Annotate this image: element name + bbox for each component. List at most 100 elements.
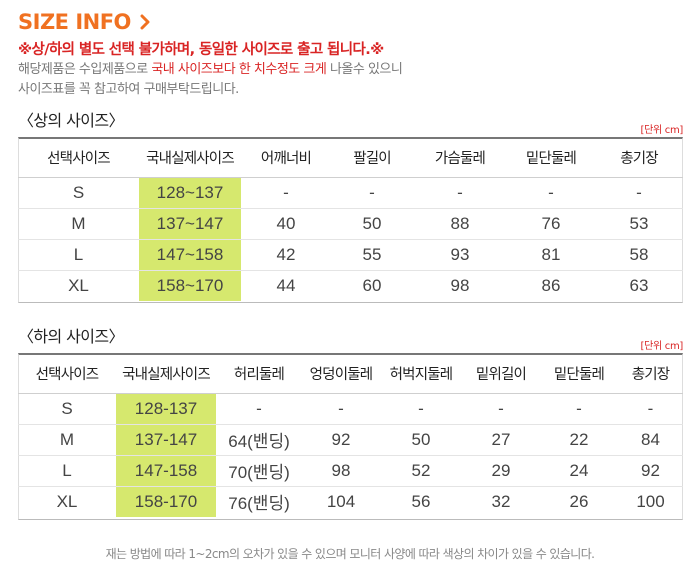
korean-size-cell: 128-137 [116, 393, 216, 425]
table-cell: 53 [595, 208, 683, 240]
bottom-section-title: 〈하의 사이즈〉 [18, 327, 124, 346]
korean-size-cell: 137-147 [116, 424, 216, 456]
table-row: L 147~158 42 55 93 81 58 [18, 239, 683, 271]
size-label: XL [56, 491, 78, 511]
table-cell: 42 [241, 239, 331, 271]
table-cell: 44 [276, 275, 296, 295]
table-cell: 93 [413, 239, 507, 271]
table-cell: 63 [629, 275, 649, 295]
table-cell: - [595, 177, 683, 209]
table-cell: 40 [241, 208, 331, 240]
column-header: 가슴둘레 [413, 139, 507, 178]
table-cell: 98 [450, 275, 470, 295]
table-header-row: 선택사이즈 국내실제사이즈 허리둘레 엉덩이둘레 허벅지둘레 밑위길이 밑단둘레… [18, 355, 683, 394]
table-cell: 52 [380, 455, 462, 487]
size-label: S [18, 177, 139, 209]
table-row: XL 158-170 76(밴딩) 104 56 32 26 100 [18, 486, 683, 517]
table-cell: 29 [462, 455, 540, 487]
table-cell: 27 [462, 424, 540, 456]
column-header: 허리둘레 [216, 355, 302, 394]
column-header: 어깨너비 [241, 139, 331, 178]
korean-size-cell: 147~158 [139, 239, 241, 271]
column-header: 밑위길이 [462, 355, 540, 394]
column-header: 총기장 [618, 355, 683, 394]
table-cell: - [507, 177, 595, 209]
table-cell: 24 [540, 455, 618, 487]
table-cell: 104 [326, 491, 356, 511]
table-row: M 137~147 40 50 88 76 53 [18, 208, 683, 240]
description-text: 나올수 있으니 [326, 62, 403, 77]
notice-text: ※상/하의 별도 선택 불가하며, 동일한 사이즈로 출고 됩니다.※ [18, 42, 384, 58]
description-line-1: 해당제품은 수입제품으로 국내 사이즈보다 한 치수정도 크게 나올수 있으니 [18, 60, 403, 80]
description-line-2: 사이즈표를 꼭 참고하여 구매부탁드립니다. [18, 82, 239, 97]
korean-size-cell: 147-158 [116, 455, 216, 487]
top-unit-label: [단위 cm] [640, 125, 683, 136]
table-row: M 137-147 64(밴딩) 92 50 27 22 84 [18, 424, 683, 456]
bottom-unit-label: [단위 cm] [640, 341, 683, 352]
table-cell: 100 [636, 491, 665, 511]
table-cell: 92 [618, 455, 683, 487]
table-cell: 92 [302, 424, 380, 456]
size-label: S [18, 393, 116, 425]
size-info-title: SIZE INFO [18, 8, 151, 36]
description-text: 해당제품은 수입제품으로 [18, 62, 152, 77]
table-row: S 128~137 - - - - - [18, 177, 683, 209]
bottom-size-table: 선택사이즈 국내실제사이즈 허리둘레 엉덩이둘레 허벅지둘레 밑위길이 밑단둘레… [18, 355, 683, 517]
korean-size-cell: 158~170 [139, 270, 241, 301]
size-label: L [18, 239, 139, 271]
korean-size-cell: 158-170 [116, 486, 216, 517]
table-cell: 88 [413, 208, 507, 240]
table-cell: 76 [507, 208, 595, 240]
table-cell: 55 [331, 239, 413, 271]
size-label: L [18, 455, 116, 487]
column-header: 팔길이 [331, 139, 413, 178]
column-header: 총기장 [595, 139, 683, 178]
column-header: 선택사이즈 [18, 139, 139, 178]
table-cell: 50 [380, 424, 462, 456]
table-cell: 60 [362, 275, 382, 295]
column-header: 밑단둘레 [507, 139, 595, 178]
table-cell: - [540, 393, 618, 425]
table-header-row: 선택사이즈 국내실제사이즈 어깨너비 팔길이 가슴둘레 밑단둘레 총기장 [18, 139, 683, 178]
table-cell: - [216, 393, 302, 425]
size-label: M [18, 208, 139, 240]
table-cell: 86 [541, 275, 561, 295]
table-row: XL 158~170 44 60 98 86 63 [18, 270, 683, 301]
column-header: 허벅지둘레 [380, 355, 462, 394]
top-section-title: 〈상의 사이즈〉 [18, 111, 124, 130]
table-cell: - [618, 393, 683, 425]
table-cell: 56 [411, 491, 431, 511]
table-cell: - [380, 393, 462, 425]
table-cell: - [241, 177, 331, 209]
column-header: 국내실제사이즈 [116, 355, 216, 394]
table-cell: - [413, 177, 507, 209]
table-cell: 76(밴딩) [228, 494, 290, 514]
table-cell: - [462, 393, 540, 425]
title-text: SIZE INFO [18, 10, 131, 34]
table-cell: 50 [331, 208, 413, 240]
column-header: 국내실제사이즈 [139, 139, 241, 178]
size-label: XL [68, 275, 89, 295]
table-cell: 26 [569, 491, 589, 511]
footnote: 재는 방법에 따라 1~2cm의 오차가 있을 수 있으며 모니터 사양에 따라… [105, 547, 595, 561]
top-size-table: 선택사이즈 국내실제사이즈 어깨너비 팔길이 가슴둘레 밑단둘레 총기장 S 1… [18, 139, 683, 301]
table-cell: - [331, 177, 413, 209]
column-header: 밑단둘레 [540, 355, 618, 394]
table-cell: 22 [540, 424, 618, 456]
table-row: S 128-137 - - - - - - [18, 393, 683, 425]
table-cell: 98 [302, 455, 380, 487]
column-header: 엉덩이둘레 [302, 355, 380, 394]
table-cell: 81 [507, 239, 595, 271]
chevron-right-icon [140, 14, 150, 30]
size-label: M [18, 424, 116, 456]
table-cell: - [302, 393, 380, 425]
korean-size-cell: 137~147 [139, 208, 241, 240]
table-cell: 64(밴딩) [216, 424, 302, 456]
table-cell: 84 [618, 424, 683, 456]
table-row: L 147-158 70(밴딩) 98 52 29 24 92 [18, 455, 683, 487]
column-header: 선택사이즈 [18, 355, 116, 394]
table-cell: 58 [595, 239, 683, 271]
table-cell: 32 [491, 491, 511, 511]
korean-size-cell: 128~137 [139, 177, 241, 209]
description-highlight: 국내 사이즈보다 한 치수정도 크게 [151, 62, 327, 77]
